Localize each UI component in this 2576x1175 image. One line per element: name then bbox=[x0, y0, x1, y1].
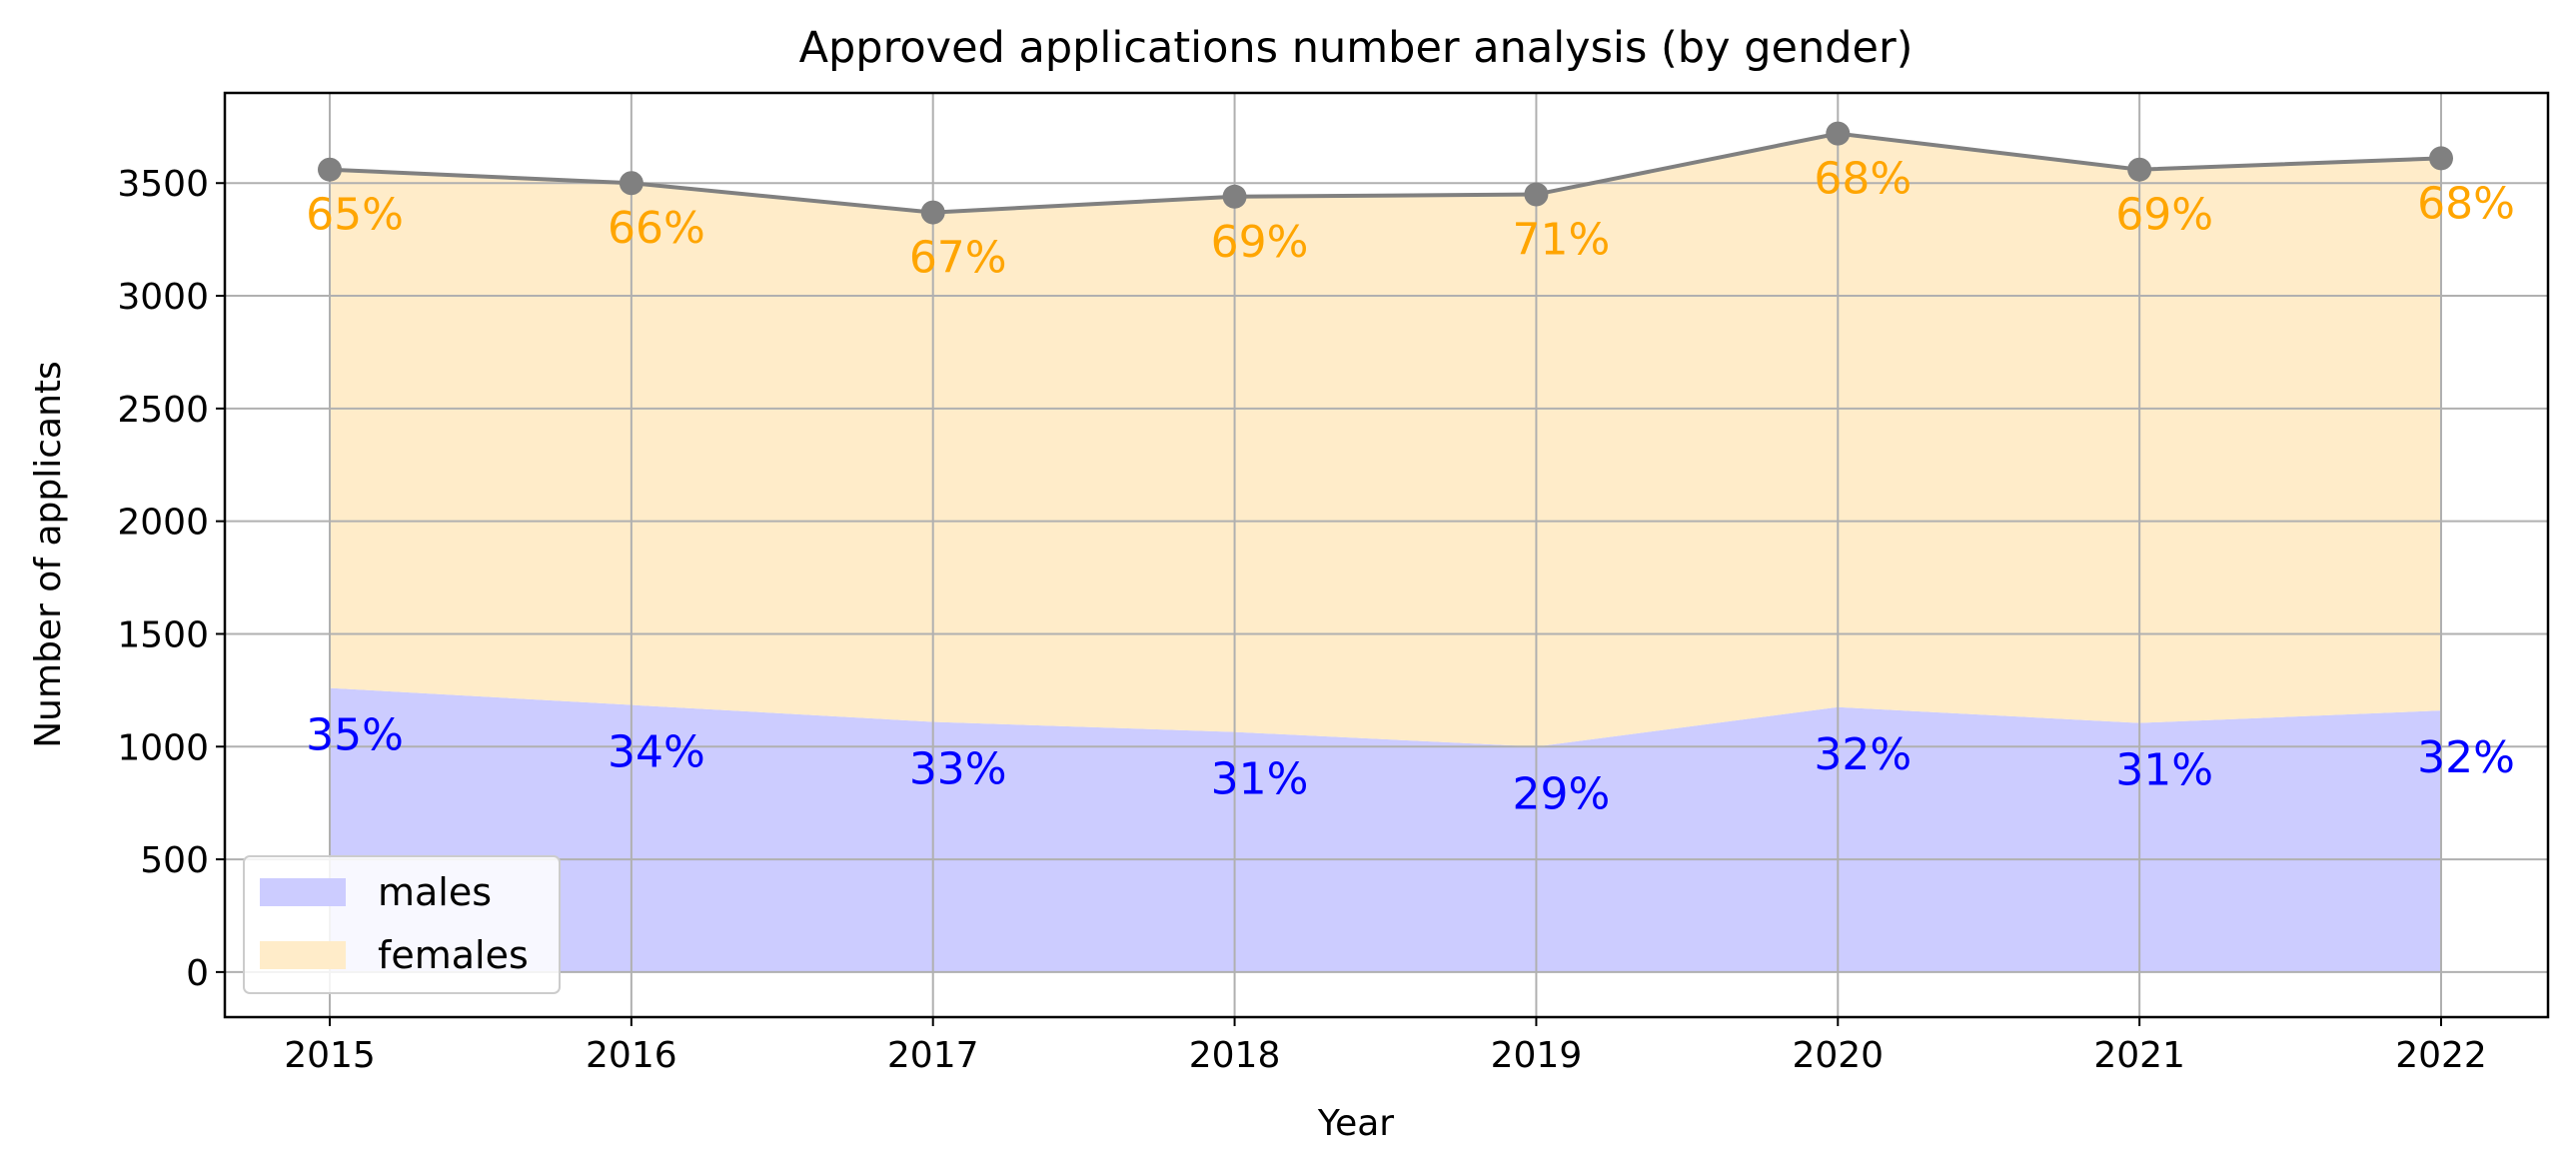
total-point bbox=[1222, 184, 1247, 209]
male-percent-label: 29% bbox=[1513, 768, 1611, 819]
total-point bbox=[1524, 182, 1549, 207]
y-tick-label: 2500 bbox=[117, 390, 209, 431]
male-percent-label: 34% bbox=[608, 727, 705, 778]
plot-area: 65% 66% 67% 69% 71% 68% 69% 68% 35% 34% 33% 31% 29% 3… bbox=[225, 93, 2548, 1017]
female-percent-label: 66% bbox=[608, 203, 705, 254]
female-percent-label: 65% bbox=[306, 190, 404, 241]
y-tick-label: 0 bbox=[186, 953, 209, 994]
female-percent-label: 69% bbox=[2115, 190, 2213, 241]
x-tick-label: 2020 bbox=[1792, 1035, 1884, 1076]
x-tick-label: 2022 bbox=[2395, 1035, 2487, 1076]
total-point bbox=[1826, 121, 1851, 146]
x-tick-label: 2017 bbox=[887, 1035, 979, 1076]
y-tick-label: 1000 bbox=[117, 727, 209, 768]
male-percent-label: 31% bbox=[1211, 754, 1309, 805]
male-percent-label: 31% bbox=[2115, 745, 2213, 796]
legend-swatch-females bbox=[260, 941, 346, 969]
x-tick-label: 2021 bbox=[2093, 1035, 2185, 1076]
male-percent-label: 32% bbox=[2417, 732, 2515, 783]
legend-swatch-males bbox=[260, 878, 346, 906]
total-point bbox=[318, 157, 342, 182]
plot-frame bbox=[223, 91, 2550, 1019]
x-tick-label: 2019 bbox=[1491, 1035, 1583, 1076]
legend-label-females: females bbox=[378, 933, 529, 977]
female-percent-label: 69% bbox=[1211, 217, 1309, 268]
x-tick-label: 2015 bbox=[284, 1035, 376, 1076]
x-tick-label: 2016 bbox=[586, 1035, 677, 1076]
male-percent-label: 32% bbox=[1814, 729, 1912, 780]
legend-label-males: males bbox=[378, 870, 492, 914]
y-tick-label: 2000 bbox=[117, 503, 209, 544]
male-percent-label: 35% bbox=[306, 710, 404, 761]
chart-title: Approved applications number analysis (b… bbox=[799, 23, 1914, 73]
female-percent-label: 67% bbox=[909, 233, 1007, 284]
x-tick-label: 2018 bbox=[1189, 1035, 1281, 1076]
male-percent-label: 33% bbox=[909, 743, 1007, 794]
area-females bbox=[330, 133, 2441, 747]
legend: males females bbox=[243, 855, 561, 994]
total-point bbox=[619, 171, 644, 196]
female-percent-label: 68% bbox=[1814, 154, 1912, 205]
total-line bbox=[329, 131, 2442, 215]
x-axis-label: Year bbox=[1317, 1103, 1394, 1144]
y-tick-label: 3500 bbox=[117, 164, 209, 205]
y-tick-label: 3000 bbox=[117, 277, 209, 318]
area-males bbox=[330, 687, 2441, 972]
female-percent-label: 68% bbox=[2417, 178, 2515, 229]
y-tick-label: 500 bbox=[140, 840, 209, 881]
total-point bbox=[2127, 157, 2152, 182]
total-point bbox=[920, 200, 945, 225]
y-axis-label: Number of applicants bbox=[28, 361, 69, 748]
female-percent-label: 71% bbox=[1513, 215, 1611, 266]
y-tick-label: 1500 bbox=[117, 614, 209, 655]
total-point bbox=[2429, 146, 2453, 171]
